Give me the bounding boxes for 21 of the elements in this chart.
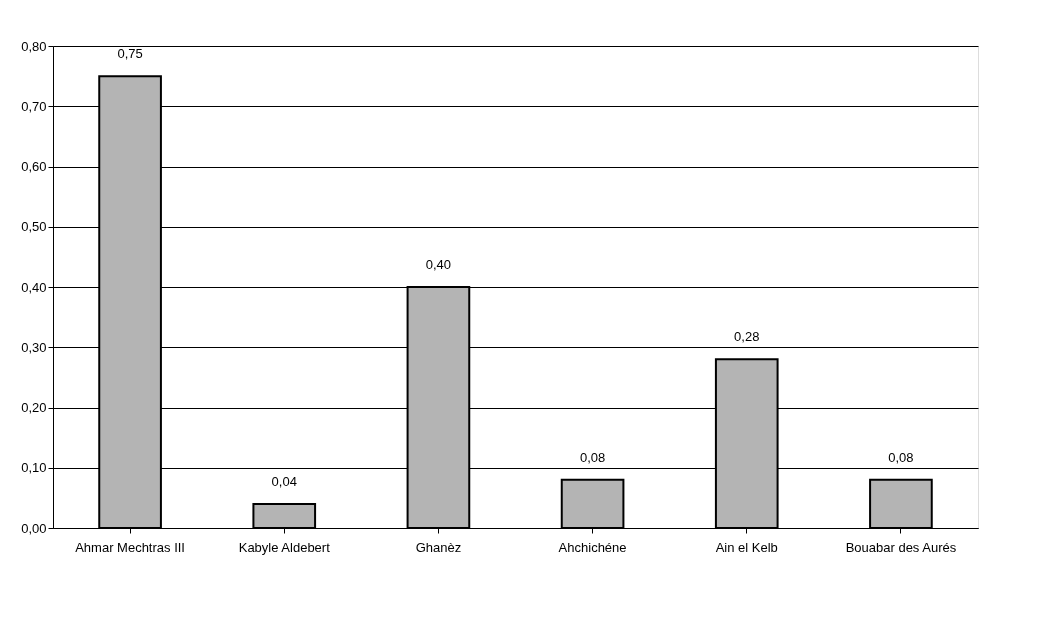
y-tick-label: 0,70	[21, 98, 47, 114]
x-tick-label: Kabyle Aldebert	[238, 539, 331, 555]
y-tick-label: 0,50	[21, 219, 47, 235]
y-tick-label: 0,60	[21, 159, 47, 174]
x-tick-label: Ahmar Mechtras III	[75, 539, 185, 555]
data-label: 0,28	[734, 329, 760, 345]
y-tick-label: 0,10	[21, 460, 47, 476]
data-label: 0,08	[888, 449, 914, 465]
data-label: 0,75	[117, 46, 143, 62]
data-label: 0,08	[579, 449, 606, 465]
y-tick-label: 0,80	[21, 38, 47, 54]
x-tick-label: Ahchichéne	[558, 539, 627, 555]
x-tick-label: Ain el Kelb	[715, 539, 778, 555]
y-tick-label: 0,30	[21, 339, 47, 355]
y-tick-label: 0,20	[21, 400, 47, 415]
x-tick-label: Ghanèz	[415, 539, 462, 555]
data-label: 0,40	[425, 257, 452, 272]
data-label: 0,04	[271, 473, 297, 489]
y-tick-label: 0,40	[21, 279, 47, 295]
y-tick-label: 0,00	[21, 520, 47, 536]
x-tick-label: Bouabar des Aurés	[845, 539, 957, 555]
